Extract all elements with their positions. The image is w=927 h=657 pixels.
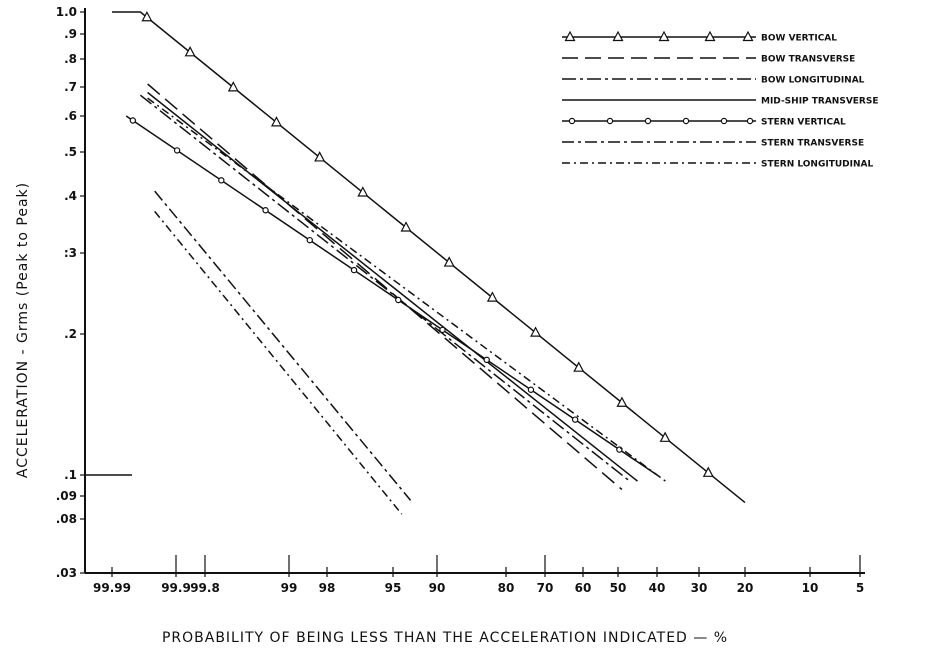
x-tick-label: 5 [856,581,864,595]
series-line [139,94,631,482]
legend-label: STERN VERTICAL [761,118,846,128]
series-point [314,151,326,162]
legend-label: STERN LONGITUDINAL [761,160,873,170]
x-tick-label: 99.99 [93,581,131,595]
legend-marker [612,30,624,42]
series-point [262,207,269,214]
legend-marker [658,30,670,42]
series-point [350,266,358,274]
x-tick-label: 95 [385,581,402,595]
y-tick-label: .4 [64,189,77,203]
x-axis-ticks: 99.99 99.9 99.8 99 98 95 90 80 70 60 50 40 30 20 10 5 [93,555,864,595]
series-line [154,210,403,515]
x-axis-title: PROBABILITY OF BEING LESS THAN THE ACCEL… [162,630,728,646]
x-tick-label: 50 [610,581,627,595]
legend-marker [720,117,728,125]
y-tick-label: .2 [64,327,77,341]
x-tick-label: 99.8 [190,581,220,595]
series-point [659,431,671,442]
series-point [129,117,137,124]
series-point [616,396,628,407]
y-tick-label: .9 [64,27,77,41]
series-point [573,361,585,372]
legend-label: BOW VERTICAL [761,34,837,44]
x-tick-label: 99 [281,581,298,595]
x-tick-label: 30 [691,581,708,595]
series-point [400,221,412,232]
y-tick-label: .03 [56,566,77,580]
series-line [147,83,623,491]
legend-marker [682,117,690,125]
series-point [270,116,282,127]
y-axis-title: ACCELERATION - Grms (Peak to Peak) [15,182,31,478]
series-line [154,190,412,501]
series-point [184,46,196,57]
y-tick-label: .8 [64,52,77,66]
legend-marker [746,117,754,125]
y-tick-label: .08 [56,512,77,526]
series-point [227,81,239,92]
y-axis-ticks: 1.0 .9 .8 .7 .6 .5 .4 :3 .2 .1 .09 .08 .03 [56,5,85,580]
y-tick-label: :3 [64,246,77,260]
y-tick-label: .7 [64,80,77,94]
legend-label: STERN TRANSVERSE [761,139,864,149]
legend-marker [568,117,576,125]
y-tick-label: 1.0 [56,5,77,19]
x-tick-label: 80 [498,581,515,595]
series-point [218,177,225,184]
legend-marker [564,30,576,42]
series-point [443,256,455,267]
series-point [306,236,313,244]
series-point [439,326,446,334]
series-point [571,416,579,423]
legend-marker [606,117,614,125]
legend-marker [742,30,754,42]
series-point [395,296,402,304]
x-tick-label: 40 [649,581,666,595]
series-point [527,386,535,393]
series-point [173,147,181,154]
legend-label: BOW TRANSVERSE [761,55,855,65]
x-tick-label: 60 [575,581,592,595]
series-point [530,326,542,337]
series-point [486,291,498,302]
series-point [141,10,153,22]
series-line [125,115,658,476]
legend-label: MID-SHIP TRANSVERSE [761,97,879,107]
series-line [147,91,638,482]
x-tick-label: 10 [802,581,819,595]
y-tick-label: .5 [64,145,77,159]
x-tick-label: 98 [319,581,336,595]
chart-series [112,10,746,515]
x-tick-label: 90 [429,581,446,595]
legend-label: BOW LONGITUDINAL [761,76,865,86]
legend-marker [644,117,652,125]
x-tick-label: 20 [737,581,754,595]
series-point [483,356,490,364]
x-tick-label: 70 [537,581,554,595]
chart-axes [84,8,865,574]
series-point [702,466,714,477]
y-tick-label: .6 [64,109,77,123]
chart-legend: BOW VERTICAL BOW TRANSVERSE BOW LONGITUDIN… [562,30,879,170]
y-tick-label: .09 [56,489,77,503]
x-tick-label: 99.9 [161,581,191,595]
series-line [147,97,666,482]
y-tick-label: .1 [64,468,77,482]
legend-marker [704,30,716,42]
series-line [112,11,746,504]
series-point [357,186,369,197]
